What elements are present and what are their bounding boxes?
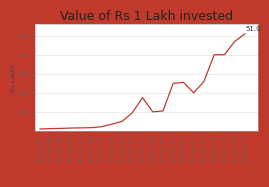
Y-axis label: Rs Lakhs: Rs Lakhs <box>11 64 16 92</box>
Title: Value of Rs 1 Lakh invested: Value of Rs 1 Lakh invested <box>60 10 233 23</box>
Text: 51.0: 51.0 <box>246 26 261 32</box>
